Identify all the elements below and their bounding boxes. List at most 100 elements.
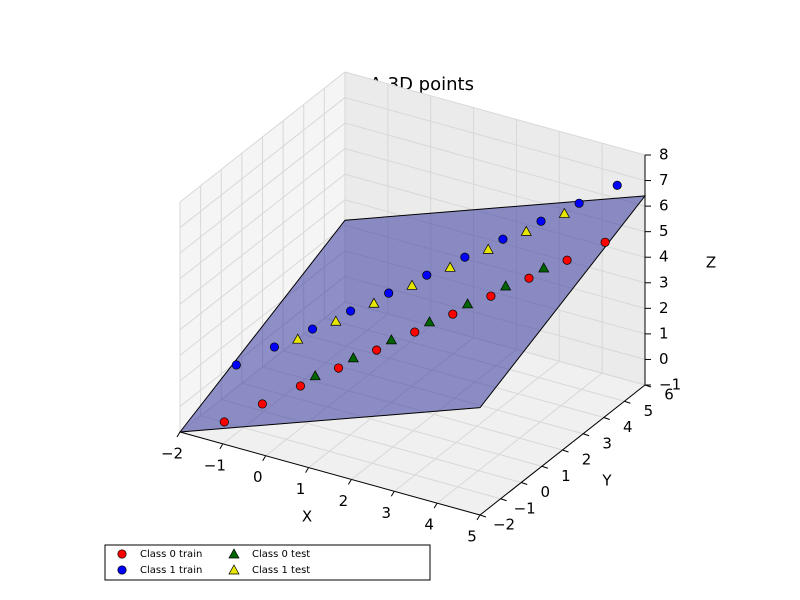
fitted-plane <box>178 195 647 433</box>
grid-line <box>344 122 646 207</box>
x-tick-label: 0 <box>253 468 263 486</box>
tick-mark <box>562 449 569 453</box>
axis-line <box>479 384 646 516</box>
legend-marker <box>117 549 127 559</box>
legend: Class 0 train Class 1 train Class 0 test Cl… <box>104 544 431 581</box>
legend-marker <box>228 564 240 575</box>
y-tick-label: −1 <box>514 499 536 517</box>
tick-mark <box>521 482 528 485</box>
data-point <box>461 298 474 309</box>
data-point <box>307 324 318 334</box>
data-point <box>372 345 382 355</box>
data-point <box>257 399 267 409</box>
legend-label: Class 0 train <box>140 549 202 560</box>
data-point <box>333 363 344 373</box>
data-point <box>385 334 397 345</box>
data-point <box>486 291 496 301</box>
data-point <box>269 342 279 352</box>
y-tick-label: 2 <box>582 451 592 469</box>
data-point <box>295 381 306 391</box>
data-point <box>482 243 494 254</box>
tick-mark <box>541 465 549 469</box>
data-point <box>444 261 456 272</box>
data-point <box>520 225 532 236</box>
data-point <box>612 180 622 190</box>
x-tick-label: 5 <box>467 528 477 546</box>
data-point <box>347 352 359 363</box>
data-point <box>423 316 436 327</box>
tick-mark <box>479 514 487 518</box>
tick-mark <box>624 400 631 404</box>
z-tick-label: 2 <box>659 299 669 317</box>
z-tick-label: 1 <box>659 324 669 342</box>
plot-area <box>178 180 647 433</box>
data-point <box>500 280 512 291</box>
grid-line <box>179 97 346 228</box>
legend-marker <box>228 548 240 559</box>
legend-marker <box>117 565 127 575</box>
x-tick-label: −2 <box>161 445 183 463</box>
x-tick-label: −1 <box>204 456 226 474</box>
data-point <box>406 279 418 290</box>
z-tick-label: 7 <box>659 171 669 189</box>
data-point <box>219 417 229 427</box>
z-tick-label: 3 <box>659 273 669 291</box>
grid-line <box>179 122 346 254</box>
data-point <box>422 270 432 280</box>
z-tick-label: 4 <box>659 248 669 266</box>
y-tick-label: 6 <box>664 386 674 404</box>
data-point <box>460 252 470 262</box>
legend-label: Class 0 test <box>252 549 310 560</box>
data-point <box>330 315 342 326</box>
legend-label: Class 1 test <box>252 565 310 576</box>
x-tick-label: 4 <box>424 516 434 534</box>
x-tick-label: 1 <box>296 480 306 498</box>
y-tick-label: 3 <box>602 434 612 452</box>
data-point <box>309 370 321 381</box>
y-tick-label: 0 <box>540 483 550 501</box>
z-tick-label: −1 <box>659 376 681 394</box>
data-point <box>384 288 394 298</box>
tick-mark <box>176 431 181 438</box>
tick-mark <box>500 498 507 502</box>
y-tick-label: 4 <box>623 418 633 436</box>
grid-line <box>344 97 646 182</box>
data-point <box>410 327 420 337</box>
data-point <box>600 237 610 247</box>
tick-mark <box>476 514 481 521</box>
z-tick-label: 5 <box>659 222 669 240</box>
tick-mark <box>433 502 438 509</box>
legend-label: Class 1 train <box>140 565 202 576</box>
data-point <box>231 360 241 370</box>
tick-mark <box>219 443 224 450</box>
grid-line <box>179 173 346 305</box>
grid-line <box>179 148 346 280</box>
z-tick-label: 0 <box>659 350 669 368</box>
data-point <box>498 234 508 244</box>
x-tick-label: 3 <box>382 504 392 522</box>
z-tick-label: 6 <box>659 197 669 215</box>
tick-mark <box>603 417 610 420</box>
x-tick-label: 2 <box>339 492 349 510</box>
y-tick-label: 5 <box>644 402 654 420</box>
data-point <box>538 262 550 273</box>
grid-line <box>179 224 346 356</box>
tick-mark <box>582 433 590 437</box>
grid-line <box>344 71 646 156</box>
tick-mark <box>390 491 395 497</box>
data-point <box>536 216 546 226</box>
grid-line <box>200 415 501 500</box>
data-point <box>292 333 304 344</box>
z-axis-label: Z <box>706 254 716 272</box>
data-point <box>448 309 458 319</box>
data-point <box>346 306 356 316</box>
tick-mark <box>305 467 310 473</box>
tick-mark <box>347 479 352 485</box>
grid-line <box>179 71 346 203</box>
tick-mark <box>262 455 267 461</box>
grid-line <box>179 199 346 331</box>
data-point <box>562 255 572 265</box>
x-axis-label: X <box>302 508 312 526</box>
z-tick-label: 8 <box>659 146 669 164</box>
